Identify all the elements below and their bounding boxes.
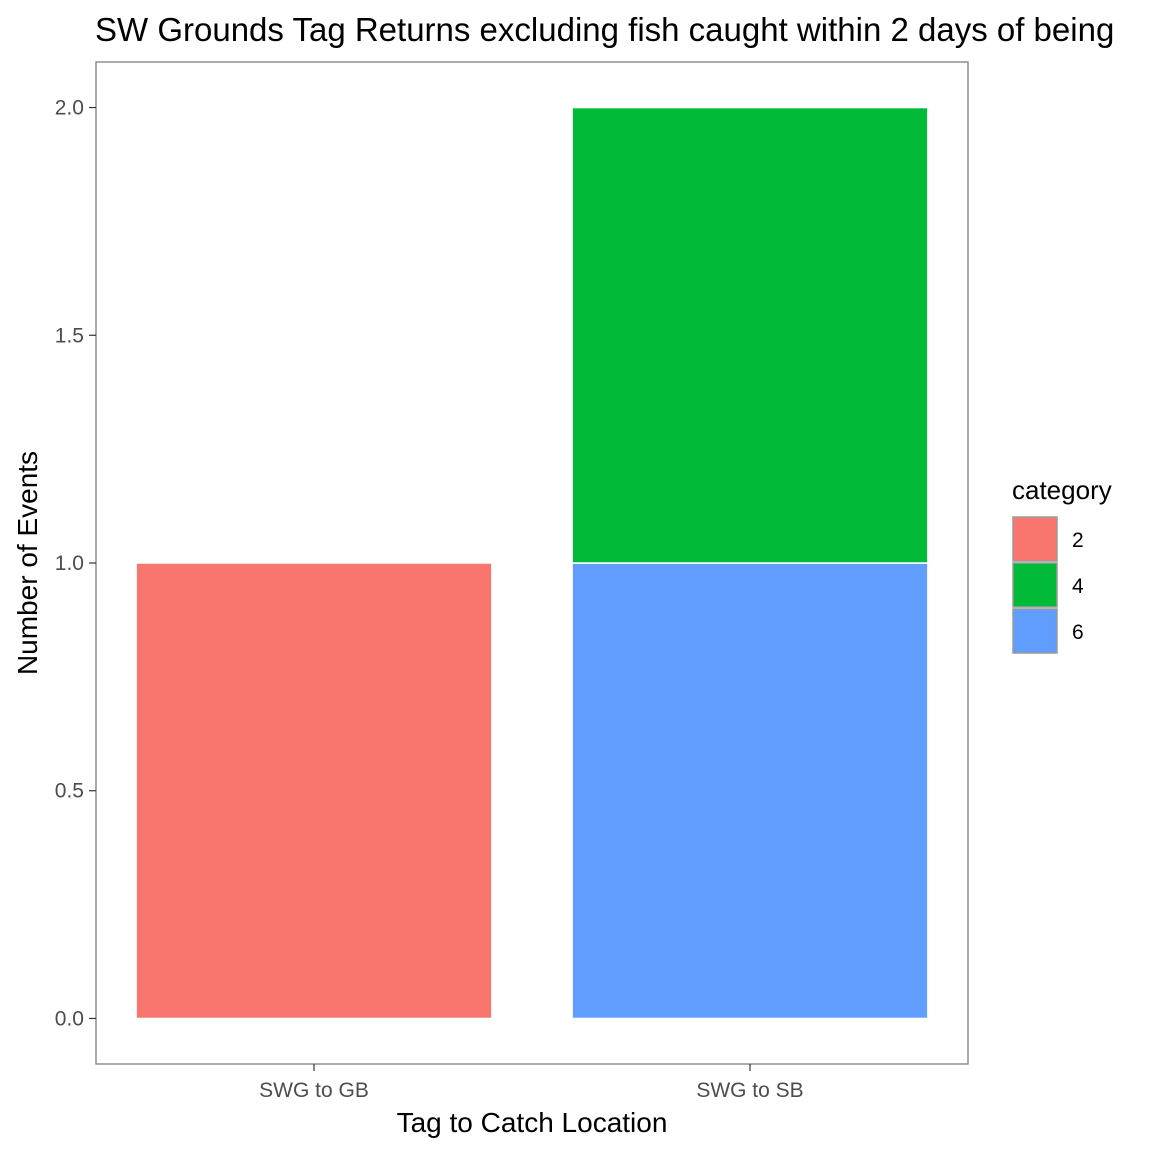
legend-key-2	[1012, 516, 1058, 562]
y-tick-label: 0.5	[55, 780, 84, 803]
legend-label-2: 2	[1072, 529, 1084, 552]
x-axis: SWG to GB SWG to SB	[259, 1064, 804, 1102]
y-tick-label: 2.0	[55, 97, 84, 120]
bar-swg-to-gb-cat-2	[135, 562, 493, 1020]
legend-label-6: 6	[1072, 621, 1084, 644]
bar-swg-to-sb-cat-4	[571, 106, 929, 564]
y-tick-label: 1.5	[55, 324, 84, 347]
legend-key-4	[1012, 562, 1058, 608]
x-tick-label: SWG to GB	[259, 1079, 369, 1102]
y-axis: 0.0 0.5 1.0 1.5 2.0	[55, 97, 96, 1030]
legend-key-6	[1012, 608, 1058, 654]
legend-label-4: 4	[1072, 575, 1084, 598]
x-axis-title: Tag to Catch Location	[397, 1107, 668, 1138]
bar-swg-to-sb-cat-6	[571, 562, 929, 1020]
legend-title: category	[1012, 475, 1112, 505]
y-axis-title: Number of Events	[12, 451, 43, 675]
y-tick-label: 1.0	[55, 552, 84, 575]
y-tick-label: 0.0	[55, 1007, 84, 1030]
x-tick-label: SWG to SB	[696, 1079, 803, 1102]
legend: category 2 4 6	[1012, 475, 1112, 654]
bars-group	[135, 106, 929, 1020]
chart-title: SW Grounds Tag Returns excluding fish ca…	[95, 11, 1114, 48]
